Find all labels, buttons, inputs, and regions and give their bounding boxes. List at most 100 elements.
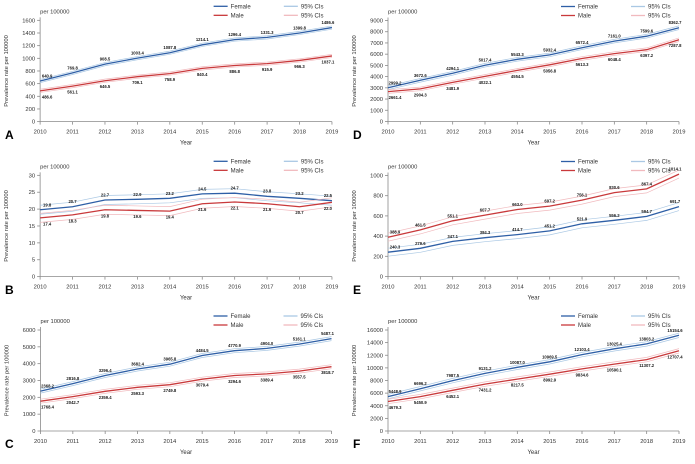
female-data-label: 1214.1 [196,37,210,42]
chart-svg: 0 5 10 15 20 25 30 2010 2011 2012 2013 2014 2015 2016… [4,159,338,301]
female-line [387,205,680,253]
x-tick-label: 2017 [261,130,274,136]
x-tick-label: 2016 [228,130,241,136]
y-tick-label: 0 [32,275,35,281]
male-data-label: 3818.7 [321,370,334,375]
y-tick-label: 800 [25,69,35,75]
female-ci-line [40,25,333,80]
y-tick-label: 20 [29,207,35,213]
panel-c: 0 1000 2000 3000 4000 5000 6000 2010 2011 2012 201… [0,310,348,464]
female-data-label: 15154.6 [667,328,683,333]
female-data-label: 3965.8 [163,357,176,362]
male-ci-line [40,197,333,214]
y-tick-label: 15 [29,224,35,230]
male-ci-line [387,37,680,91]
x-tick-label: 2015 [543,130,556,136]
y-tick-label: 1600 [22,18,35,24]
female-data-label: 23.2 [166,191,175,196]
unit-label: per 100000 [388,165,417,171]
y-tick-label: 2000 [23,395,36,401]
legend-ci-male-label: 95% CIs [648,169,671,175]
x-tick-label: 2015 [196,130,209,136]
legend-female-label: Female [231,159,252,165]
x-tick-label: 2016 [576,130,589,136]
female-line [40,337,332,392]
female-ci-line [387,337,680,400]
legend-ci-male-label: 95% CIs [301,13,324,19]
y-tick-label: 7000 [370,41,383,47]
male-data-label: 19.6 [133,214,142,219]
y-axis-title: Prevalence rate per 100000 [4,35,10,107]
female-line [40,192,333,211]
female-line [387,27,680,89]
legend-male-label: Male [578,323,592,329]
y-tick-label: 600 [25,82,35,88]
male-data-label: 886.8 [229,69,240,74]
legend-ci-female-label: 95% CIs [301,159,324,165]
male-data-label: 11307.2 [639,363,655,368]
chart-b: 0 5 10 15 20 25 30 2010 2011 2012 2013 2014 2015 2016… [0,155,348,310]
y-tick-label: 25 [29,190,35,196]
x-tick-label: 2017 [608,439,621,445]
male-line [387,39,680,93]
male-data-label: 4679.3 [389,405,402,410]
male-data-label: 461.5 [415,222,426,227]
male-data-label: 4022.1 [479,80,492,85]
female-data-label: 22.7 [101,192,110,197]
female-data-label: 5017.4 [479,58,492,63]
male-data-label: 21.6 [263,207,272,212]
x-tick-label: 2013 [131,285,144,291]
male-ci-line [387,41,680,94]
y-axis-title: Prevalence rate per 100000 [352,190,358,262]
male-data-label: 3294.6 [228,379,241,384]
y-tick-label: 0 [380,429,383,435]
male-data-label: 2359.4 [99,395,112,400]
male-ci-line [387,352,680,405]
female-line [39,26,333,82]
male-ci-line [40,53,333,90]
x-tick-label: 2011 [414,439,426,445]
panel-a: 0 200 400 600 800 1000 1200 1400 1600 2010 2011 201… [0,0,348,155]
x-tick-label: 2014 [511,130,525,136]
x-tick-label: 2014 [163,285,177,291]
male-data-label: 867.4 [641,181,652,186]
legend-male-label: Male [578,14,592,20]
female-data-label: 2999.2 [389,80,402,85]
male-data-label: 22.0 [324,206,333,211]
female-data-label: 23.8 [263,189,272,194]
x-tick-label: 2019 [673,439,686,445]
panel-letter-e: E [353,283,362,297]
x-tick-label: 2013 [479,130,492,136]
male-data-label: 646.5 [100,84,111,89]
female-data-label: 5161.1 [293,337,306,342]
female-data-label: 24.7 [231,186,240,191]
y-tick-label: 600 [373,214,383,220]
x-tick-label: 2010 [382,130,395,136]
x-tick-label: 2018 [293,130,306,136]
y-tick-label: 10000 [367,366,383,372]
male-data-label: 1037.1 [322,59,336,64]
panel-d: 0 1000 2000 3000 4000 5000 6000 7000 8000 9000 201… [348,0,695,155]
y-tick-label: 0 [32,429,35,435]
male-data-label: 21.6 [198,207,207,212]
legend-female-label: Female [231,314,252,320]
female-data-label: 769.8 [67,65,78,70]
male-data-label: 22.1 [231,206,240,211]
x-tick-label: 2011 [67,439,79,445]
female-data-label: 1003.4 [131,51,145,56]
y-tick-label: 8000 [370,30,383,36]
male-ci-line [40,364,332,400]
male-data-label: 19.4 [166,215,175,220]
male-data-label: 2661.4 [389,95,402,100]
male-data-label: 7431.2 [479,388,492,393]
panel-letter-c: C [5,437,14,451]
male-data-label: 17.4 [43,221,52,226]
male-data-label: 7287.8 [669,43,682,48]
x-tick-label: 2016 [228,285,241,291]
male-data-label: 3481.9 [446,86,459,91]
y-tick-label: 12000 [367,353,383,359]
male-data-label: 756.1 [577,193,588,198]
chart-svg: 0 1000 2000 3000 4000 5000 6000 7000 8000 9000 201… [352,5,685,147]
female-data-label: 240.3 [390,245,401,250]
male-data-label: 6048.4 [608,57,621,62]
